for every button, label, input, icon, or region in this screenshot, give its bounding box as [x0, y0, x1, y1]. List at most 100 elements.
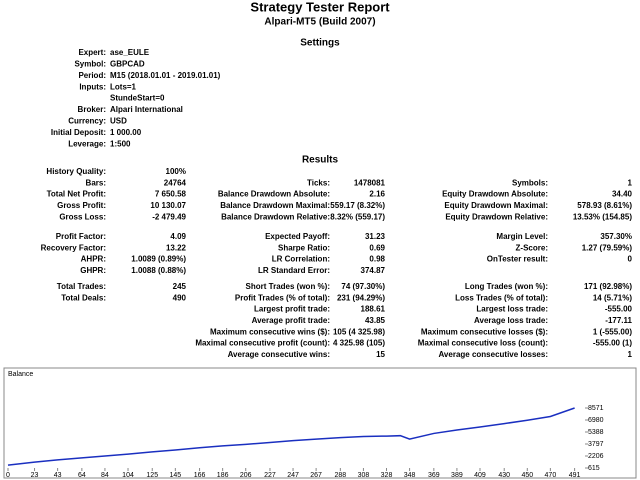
result-value: 188.61 — [361, 305, 386, 314]
x-tick-label: 369 — [428, 472, 440, 479]
result-label: Short Trades (won %): — [246, 282, 330, 291]
chart-frame — [3, 367, 637, 479]
result-label: Maximal consecutive loss (count): — [418, 339, 548, 348]
result-label: Bars: — [86, 178, 106, 187]
x-tick-label: 64 — [78, 472, 86, 479]
y-tick-label: 6980 — [588, 417, 604, 424]
result-label: Margin Level: — [496, 232, 548, 241]
result-value: 171 (92.98%) — [584, 282, 632, 291]
x-tick-label: 328 — [381, 472, 393, 479]
setting-label: Period: — [78, 71, 106, 80]
result-value: 13.53% (154.85) — [573, 212, 632, 221]
result-value: 1.27 (79.59%) — [582, 243, 633, 252]
result-label: Balance Drawdown Relative: — [221, 212, 330, 221]
result-label: Largest profit trade: — [254, 305, 330, 314]
report-title: Strategy Tester Report — [250, 0, 390, 14]
setting-value: 1:500 — [110, 139, 131, 148]
setting-value: Alpari International — [110, 105, 183, 114]
result-label: Profit Factor: — [56, 232, 106, 241]
result-label: Gross Profit: — [57, 201, 106, 210]
result-label: Balance Drawdown Absolute: — [218, 190, 330, 199]
result-value: 0.98 — [369, 255, 385, 264]
result-label: Gross Loss: — [59, 212, 106, 221]
section-title: Settings — [300, 38, 340, 49]
result-value: 13.22 — [166, 243, 187, 252]
setting-label: Currency: — [68, 117, 106, 126]
x-tick-label: 125 — [146, 472, 158, 479]
x-tick-label: 0 — [6, 472, 10, 479]
x-tick-label: 23 — [31, 472, 39, 479]
result-label: Maximal consecutive profit (count): — [195, 339, 330, 348]
x-tick-label: 84 — [101, 472, 109, 479]
result-value: 0.69 — [369, 243, 385, 252]
setting-label: Broker: — [78, 105, 106, 114]
result-value: 578.93 (8.61%) — [577, 201, 632, 210]
x-tick-label: 348 — [404, 472, 416, 479]
setting-label: Inputs: — [79, 82, 106, 91]
result-value: 7 650.58 — [155, 190, 187, 199]
report-subtitle: Alpari-MT5 (Build 2007) — [264, 17, 375, 28]
x-tick-label: 470 — [545, 472, 557, 479]
result-label: GHPR: — [80, 266, 106, 275]
setting-value: StundeStart=0 — [110, 94, 165, 103]
setting-value: ase_EULE — [110, 48, 150, 57]
result-value: 1.0089 (0.89%) — [131, 255, 186, 264]
result-label: Average consecutive losses: — [438, 350, 548, 359]
result-value: 100% — [166, 167, 186, 176]
result-label: History Quality: — [46, 167, 106, 176]
result-value: 2.16 — [369, 190, 385, 199]
result-value: -555.00 — [605, 305, 633, 314]
result-value: 1 — [628, 178, 633, 187]
result-label: Ticks: — [307, 178, 330, 187]
result-value: 10 130.07 — [150, 201, 186, 210]
result-label: Symbols: — [512, 178, 548, 187]
result-label: Sharpe Ratio: — [278, 243, 330, 252]
x-tick-label: 145 — [169, 472, 181, 479]
result-label: AHPR: — [81, 255, 106, 264]
result-label: Largest loss trade: — [476, 305, 548, 314]
result-label: Average consecutive wins: — [228, 350, 330, 359]
result-value: 4.09 — [170, 232, 186, 241]
y-tick-label: 8571 — [588, 405, 604, 412]
balance-line — [7, 407, 575, 466]
result-value: 490 — [173, 293, 187, 302]
x-tick-label: 389 — [451, 472, 463, 479]
x-tick-label: 206 — [240, 472, 252, 479]
result-label: Equity Drawdown Absolute: — [442, 190, 548, 199]
setting-label: Initial Deposit: — [51, 128, 106, 137]
result-label: Average profit trade: — [252, 316, 330, 325]
result-label: Maximum consecutive wins ($): — [210, 327, 330, 336]
y-tick-label: 615 — [588, 465, 600, 472]
result-label: Z-Score: — [516, 243, 548, 252]
result-label: OnTester result: — [487, 255, 548, 264]
result-value: 1478081 — [354, 178, 386, 187]
x-tick-label: 409 — [474, 472, 486, 479]
result-label: Equity Drawdown Maximal: — [444, 201, 548, 210]
result-value: 15 — [376, 350, 385, 359]
result-label: Average loss trade: — [474, 316, 548, 325]
y-tick-label: 3797 — [588, 441, 604, 448]
result-value: 1 — [628, 350, 633, 359]
result-value: 4 325.98 (105) — [333, 339, 385, 348]
section-title: Results — [302, 155, 339, 166]
chart-title: Balance — [8, 371, 33, 378]
setting-value: 1 000.00 — [110, 128, 142, 137]
x-tick-label: 308 — [358, 472, 370, 479]
setting-value: USD — [110, 117, 127, 126]
result-value: 24764 — [164, 178, 187, 187]
result-value: -2 479.49 — [152, 212, 186, 221]
result-label: Total Deals: — [61, 293, 106, 302]
result-value: 105 (4 325.98) — [333, 327, 385, 336]
result-value: 74 (97.30%) — [341, 282, 385, 291]
x-tick-label: 430 — [498, 472, 510, 479]
result-label: Expected Payoff: — [265, 232, 330, 241]
setting-value: GBPCAD — [110, 60, 145, 69]
result-label: LR Correlation: — [272, 255, 330, 264]
result-value: 34.40 — [612, 190, 633, 199]
result-value: 231 (94.29%) — [337, 293, 385, 302]
result-value: 0 — [628, 255, 633, 264]
result-label: Profit Trades (% of total): — [235, 293, 330, 302]
setting-label: Expert: — [78, 48, 106, 57]
result-label: Loss Trades (% of total): — [455, 293, 548, 302]
